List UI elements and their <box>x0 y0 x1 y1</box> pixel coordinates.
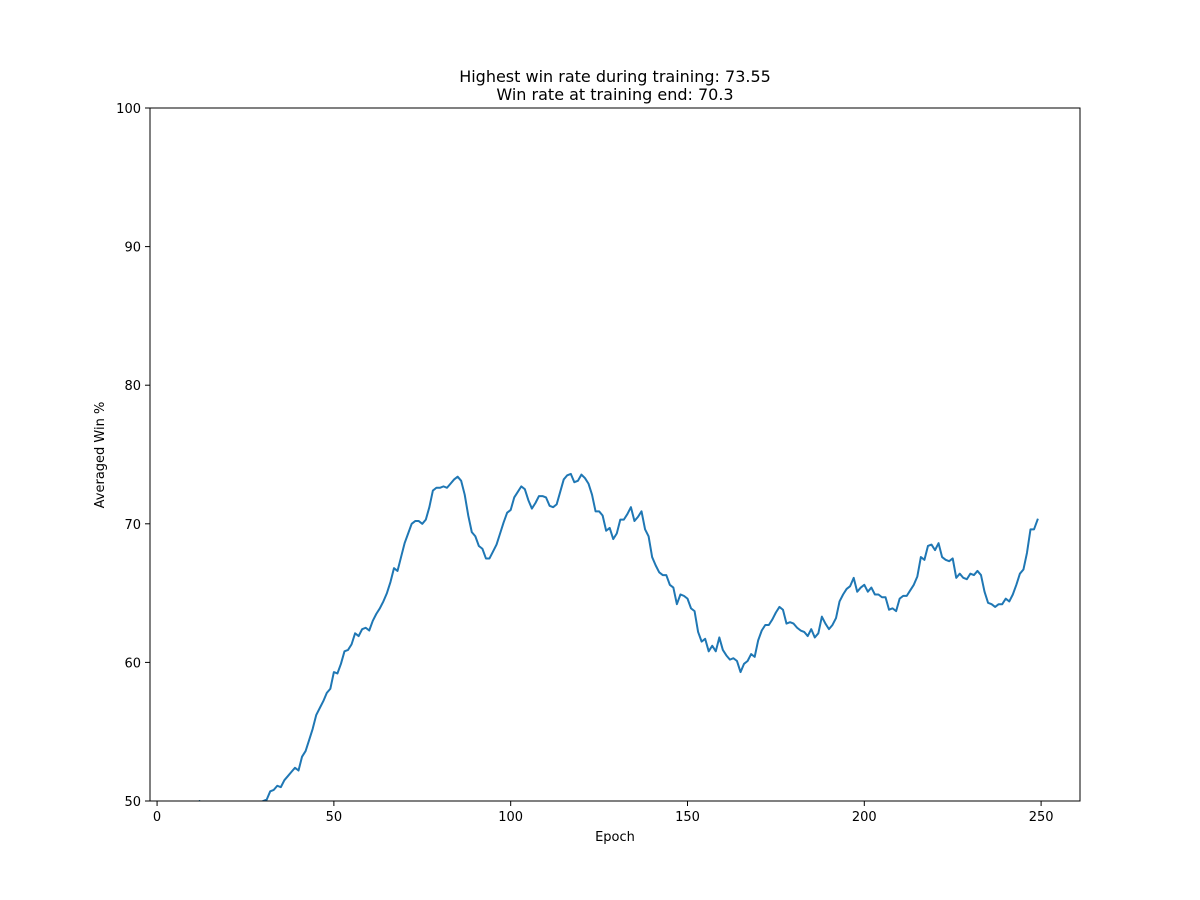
x-tick-label: 0 <box>153 810 161 825</box>
x-tick-label: 250 <box>1029 810 1054 825</box>
x-tick-label: 150 <box>675 810 700 825</box>
y-axis: 50 60 70 80 90 100 <box>116 102 150 810</box>
x-tick-label: 200 <box>852 810 877 825</box>
x-tick-label: 50 <box>326 810 343 825</box>
y-tick-label: 80 <box>124 379 141 394</box>
y-tick-label: 90 <box>124 241 141 256</box>
y-tick-label: 100 <box>116 102 141 117</box>
y-tick-label: 50 <box>124 795 141 810</box>
y-axis-label: Averaged Win % <box>93 402 108 509</box>
y-tick-label: 70 <box>124 518 141 533</box>
x-tick-label: 100 <box>498 810 523 825</box>
chart-title-line-2: Win rate at training end: 70.3 <box>496 85 733 104</box>
win-rate-line <box>198 472 1039 801</box>
x-axis-label: Epoch <box>595 830 635 845</box>
plot-area-frame <box>149 107 1081 802</box>
x-axis: 0 50 100 150 200 250 <box>153 801 1054 825</box>
y-tick-label: 60 <box>124 656 141 671</box>
chart-title-line-1: Highest win rate during training: 73.55 <box>459 67 771 86</box>
